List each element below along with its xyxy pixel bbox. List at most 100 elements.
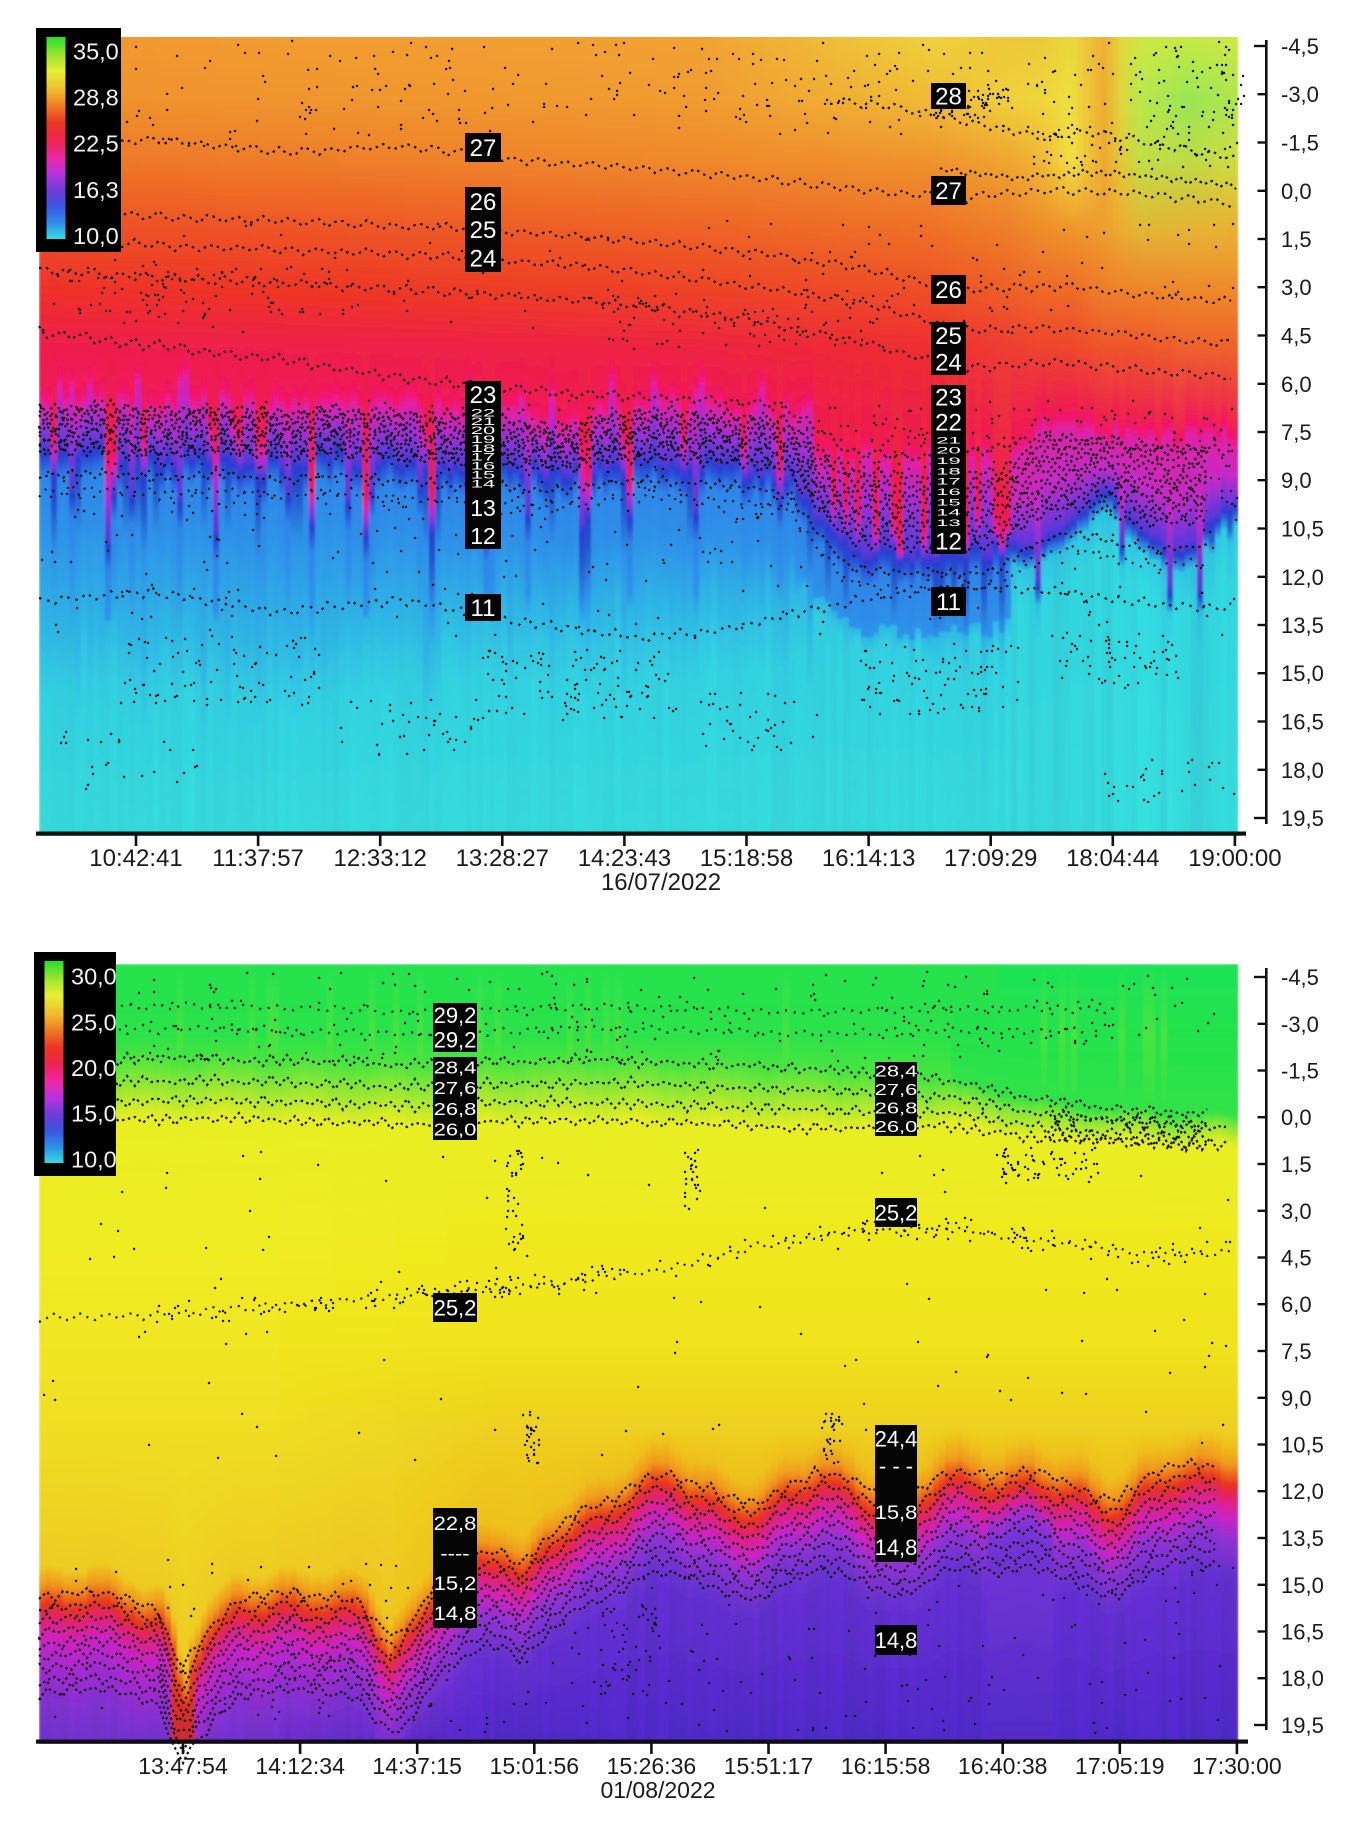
svg-text:15:51:17: 15:51:17: [724, 1753, 814, 1779]
svg-text:22: 22: [471, 406, 495, 419]
svg-text:14:23:43: 14:23:43: [578, 845, 671, 872]
svg-text:14,8: 14,8: [875, 1535, 918, 1560]
svg-text:16,3: 16,3: [73, 177, 119, 203]
svg-text:15:18:58: 15:18:58: [700, 845, 793, 872]
svg-text:7,5: 7,5: [1281, 1339, 1312, 1364]
svg-text:7,5: 7,5: [1281, 420, 1312, 445]
svg-text:22,8: 22,8: [434, 1513, 477, 1535]
svg-text:15: 15: [471, 468, 495, 481]
svg-text:27: 27: [470, 135, 497, 162]
svg-text:10:42:41: 10:42:41: [89, 845, 182, 872]
svg-text:22,5: 22,5: [73, 131, 119, 157]
svg-text:26,0: 26,0: [434, 1121, 477, 1140]
svg-text:18: 18: [471, 442, 495, 455]
svg-text:14:12:34: 14:12:34: [255, 1753, 345, 1779]
svg-text:18,0: 18,0: [1281, 1666, 1324, 1691]
svg-text:12:33:12: 12:33:12: [333, 845, 426, 872]
svg-text:19,5: 19,5: [1281, 806, 1324, 831]
svg-text:6,0: 6,0: [1281, 1292, 1312, 1317]
svg-text:12: 12: [935, 529, 962, 556]
svg-text:25: 25: [470, 217, 497, 244]
svg-text:6,0: 6,0: [1281, 372, 1312, 397]
svg-text:26: 26: [470, 189, 497, 216]
svg-text:13,5: 13,5: [1281, 1526, 1324, 1551]
svg-text:4,5: 4,5: [1281, 1246, 1312, 1271]
svg-text:27,6: 27,6: [434, 1079, 477, 1098]
svg-text:12,0: 12,0: [1281, 1479, 1324, 1504]
svg-text:23: 23: [935, 385, 962, 412]
svg-text:21: 21: [471, 415, 495, 428]
svg-text:18: 18: [936, 466, 960, 476]
svg-text:29,2: 29,2: [434, 1028, 477, 1053]
svg-text:19:00:00: 19:00:00: [1188, 845, 1281, 872]
svg-text:14:37:15: 14:37:15: [372, 1753, 462, 1779]
svg-text:25,2: 25,2: [434, 1295, 477, 1320]
svg-text:13:28:27: 13:28:27: [456, 845, 549, 872]
svg-text:9,0: 9,0: [1281, 468, 1312, 493]
svg-text:16: 16: [471, 460, 495, 473]
svg-text:26: 26: [935, 277, 962, 304]
svg-text:24: 24: [935, 349, 962, 376]
svg-text:10,5: 10,5: [1281, 517, 1324, 542]
svg-text:15:01:56: 15:01:56: [490, 1753, 580, 1779]
svg-text:-3,0: -3,0: [1281, 82, 1319, 107]
svg-text:15,2: 15,2: [434, 1573, 477, 1595]
svg-text:17:30:00: 17:30:00: [1192, 1753, 1282, 1779]
svg-text:14: 14: [471, 477, 496, 490]
svg-text:-3,0: -3,0: [1281, 1012, 1319, 1037]
svg-text:21: 21: [936, 435, 960, 445]
svg-text:18,0: 18,0: [1281, 758, 1324, 783]
svg-text:16:40:38: 16:40:38: [958, 1753, 1048, 1779]
svg-text:1,5: 1,5: [1281, 227, 1312, 252]
svg-text:25: 25: [935, 323, 962, 350]
svg-text:15,0: 15,0: [1281, 1573, 1324, 1598]
svg-text:9,0: 9,0: [1281, 1386, 1312, 1411]
svg-text:16/07/2022: 16/07/2022: [601, 869, 721, 896]
svg-text:19,5: 19,5: [1281, 1713, 1324, 1738]
svg-text:-4,5: -4,5: [1281, 965, 1319, 990]
svg-text:28: 28: [935, 84, 962, 111]
svg-text:17: 17: [471, 451, 495, 464]
svg-text:13: 13: [936, 518, 960, 528]
svg-text:14,8: 14,8: [434, 1603, 477, 1625]
svg-text:20: 20: [471, 424, 495, 437]
svg-text:25,2: 25,2: [875, 1200, 918, 1225]
svg-text:16: 16: [936, 487, 960, 497]
svg-text:12: 12: [470, 523, 496, 549]
svg-text:24,4: 24,4: [875, 1426, 918, 1451]
svg-text:----: ----: [440, 1543, 469, 1565]
svg-text:4,5: 4,5: [1281, 324, 1312, 349]
svg-text:17: 17: [936, 477, 960, 487]
svg-text:26,8: 26,8: [875, 1101, 918, 1118]
svg-text:15,8: 15,8: [875, 1502, 918, 1524]
svg-text:12,0: 12,0: [1281, 565, 1324, 590]
svg-text:11: 11: [471, 595, 496, 622]
svg-text:10,0: 10,0: [71, 1147, 117, 1173]
svg-text:15,0: 15,0: [71, 1101, 117, 1127]
svg-text:3,0: 3,0: [1281, 1199, 1312, 1224]
svg-text:3,0: 3,0: [1281, 275, 1312, 300]
svg-text:-1,5: -1,5: [1281, 131, 1319, 156]
svg-text:27,6: 27,6: [875, 1082, 918, 1099]
svg-text:16:14:13: 16:14:13: [822, 845, 915, 872]
svg-text:19: 19: [936, 456, 960, 466]
svg-text:24: 24: [470, 246, 497, 273]
svg-text:25,0: 25,0: [71, 1010, 117, 1036]
svg-text:10,0: 10,0: [73, 223, 119, 249]
svg-text:26,8: 26,8: [434, 1100, 477, 1119]
svg-text:29,2: 29,2: [434, 1003, 477, 1028]
svg-text:35,0: 35,0: [73, 39, 119, 65]
svg-text:20,0: 20,0: [71, 1055, 117, 1081]
svg-text:16,5: 16,5: [1281, 1620, 1324, 1645]
svg-text:13,5: 13,5: [1281, 613, 1324, 638]
svg-text:30,0: 30,0: [71, 964, 117, 990]
svg-text:18:04:44: 18:04:44: [1066, 845, 1159, 872]
svg-text:16,5: 16,5: [1281, 710, 1324, 735]
svg-text:19: 19: [471, 433, 495, 446]
svg-text:13: 13: [470, 495, 496, 521]
svg-text:-1,5: -1,5: [1281, 1059, 1319, 1084]
svg-text:15,0: 15,0: [1281, 661, 1324, 686]
svg-text:13:47:54: 13:47:54: [138, 1753, 228, 1779]
svg-text:10,5: 10,5: [1281, 1433, 1324, 1458]
svg-text:1,5: 1,5: [1281, 1152, 1312, 1177]
